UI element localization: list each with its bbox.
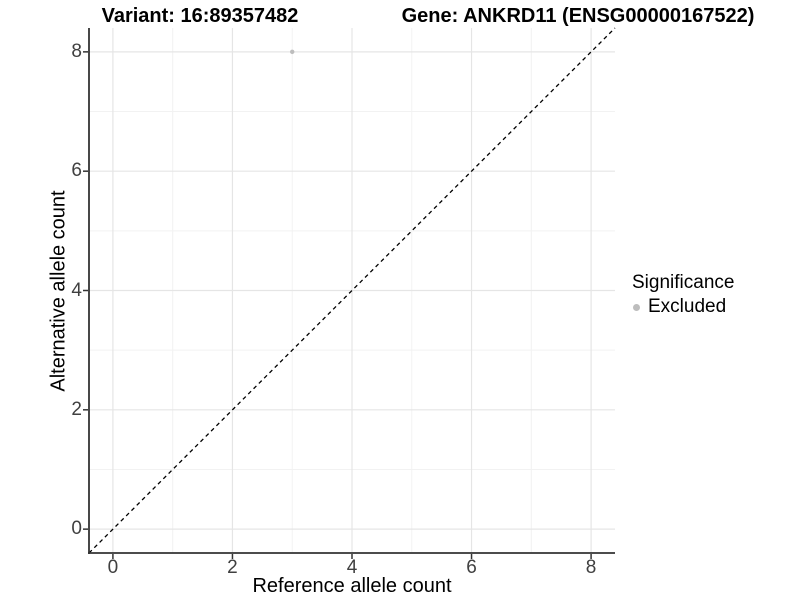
data-point [290, 49, 295, 55]
identity-reference-line [88, 27, 616, 554]
legend-key [630, 300, 644, 314]
y-tick-label: 4 [71, 279, 82, 301]
y-tick-label: 0 [71, 518, 82, 540]
x-axis-title: Reference allele count [252, 575, 452, 597]
x-tick-label: 4 [346, 557, 358, 578]
y-tick-label: 2 [71, 398, 82, 420]
y-axis-title: Alternative allele count [47, 190, 70, 392]
variant-title: Variant: 16:89357482 [101, 5, 299, 27]
excluded-point-icon [633, 303, 640, 311]
x-tick-label: 8 [585, 557, 597, 578]
x-tick-label: 0 [107, 557, 119, 578]
x-tick-label: 2 [227, 557, 238, 578]
y-tick-label: 6 [71, 160, 82, 182]
x-tick-label: 6 [466, 557, 477, 578]
legend: Significance Excluded [630, 272, 734, 318]
legend-item-excluded: Excluded [630, 296, 734, 318]
gene-title: Gene: ANKRD11 (ENSG00000167522) [401, 5, 755, 27]
legend-title: Significance [632, 272, 735, 293]
legend-item-label: Excluded [648, 296, 727, 317]
y-tick-label: 8 [71, 40, 82, 62]
